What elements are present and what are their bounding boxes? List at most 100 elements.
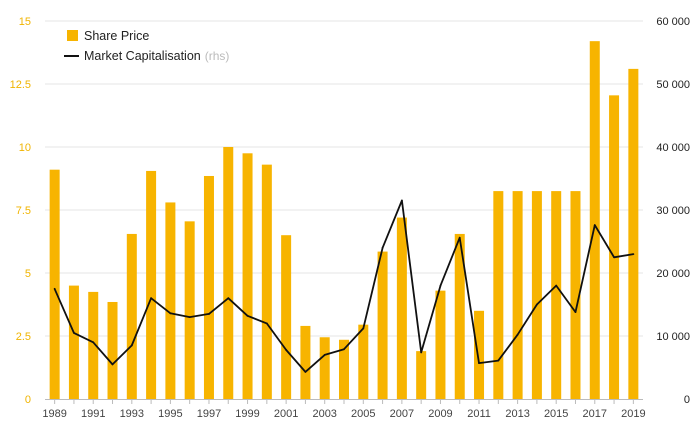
- point-market-cap-1991: [92, 341, 95, 344]
- y-left-tick-label: 0: [25, 394, 31, 406]
- y-right-tick-label: 60 000: [656, 16, 690, 28]
- bar-share-price-2007: [396, 217, 407, 399]
- x-tick-label: 2007: [390, 408, 414, 420]
- bar-share-price-2019: [628, 68, 639, 399]
- x-tick-label: 1995: [158, 408, 182, 420]
- point-market-cap-2015: [555, 284, 558, 287]
- point-market-cap-2013: [516, 333, 519, 336]
- x-tick-label: 2015: [544, 408, 568, 420]
- y-right-tick-label: 40 000: [656, 142, 690, 154]
- y-left-tick-label: 12.5: [10, 79, 31, 91]
- point-market-cap-1989: [53, 287, 56, 290]
- point-market-cap-1995: [169, 312, 172, 315]
- legend-swatch-share-price: [67, 30, 78, 41]
- y-left-tick-label: 5: [25, 268, 31, 280]
- point-market-cap-1994: [150, 297, 152, 300]
- x-tick-label: 1999: [235, 408, 259, 420]
- point-market-cap-1990: [73, 331, 75, 334]
- bar-share-price-1991: [88, 291, 99, 399]
- x-tick-label: 2001: [274, 408, 298, 420]
- share-price-bars: [49, 41, 639, 399]
- x-tick-label: 1991: [81, 408, 105, 420]
- point-market-cap-1997: [208, 313, 210, 315]
- point-market-cap-2009: [439, 284, 442, 287]
- point-market-cap-2011: [478, 362, 480, 364]
- legend-label-share-price: Share Price: [84, 29, 149, 43]
- bar-share-price-1998: [223, 147, 234, 399]
- point-market-cap-2016: [574, 311, 577, 313]
- point-market-cap-1996: [188, 316, 191, 318]
- y-right-tick-label: 10 000: [656, 331, 690, 343]
- point-market-cap-2012: [497, 359, 500, 362]
- gridlines: [45, 20, 643, 337]
- point-market-cap-2006: [381, 246, 384, 249]
- x-tick-label: 1989: [42, 408, 66, 420]
- bar-share-price-2013: [512, 191, 523, 399]
- point-market-cap-2001: [285, 348, 288, 351]
- bar-share-price-2012: [493, 191, 504, 399]
- x-tick-label: 2011: [467, 408, 491, 420]
- point-market-cap-1998: [227, 297, 230, 300]
- bar-share-price-1989: [49, 169, 60, 399]
- bar-share-price-2010: [454, 233, 465, 399]
- x-tick-label: 2003: [312, 408, 336, 420]
- bar-share-price-2003: [319, 337, 330, 399]
- bar-share-price-2017: [589, 41, 600, 399]
- y-right-tick-label: 0: [684, 394, 690, 406]
- legend: Share Price Market Capitalisation (rhs): [64, 29, 229, 63]
- point-market-cap-1993: [130, 344, 133, 347]
- y-left-tick-label: 2.5: [16, 331, 31, 343]
- y-axis-left: 0 2.5 5 7.5 10 12.5 15: [10, 16, 31, 406]
- bar-share-price-2016: [570, 191, 581, 399]
- point-market-cap-2002: [304, 371, 307, 373]
- x-axis: 1989 1991 1993 1995 1997 1999 2001 2003 2005 2007…: [42, 399, 646, 420]
- bar-share-price-1997: [203, 175, 214, 399]
- point-market-cap-2017: [593, 224, 596, 227]
- point-market-cap-2004: [343, 348, 345, 351]
- point-market-cap-2003: [323, 354, 326, 356]
- bar-share-price-2011: [474, 310, 485, 399]
- x-tick-label: 1993: [120, 408, 144, 420]
- y-left-tick-label: 10: [19, 142, 31, 154]
- bar-share-price-2006: [377, 251, 388, 399]
- point-market-cap-2018: [613, 256, 615, 259]
- bar-share-price-2002: [300, 325, 311, 399]
- bar-share-price-2008: [416, 351, 427, 399]
- bar-share-price-2004: [339, 339, 349, 399]
- point-market-cap-2000: [265, 322, 268, 325]
- point-market-cap-2008: [420, 351, 423, 354]
- x-tick-label: 2017: [583, 408, 607, 420]
- y-left-tick-label: 7.5: [16, 205, 31, 217]
- bar-share-price-1990: [68, 285, 79, 399]
- bar-share-price-1999: [242, 153, 253, 399]
- y-left-tick-label: 15: [19, 16, 31, 28]
- x-tick-label: 1997: [197, 408, 221, 420]
- bar-share-price-1994: [146, 170, 157, 399]
- y-right-tick-label: 30 000: [656, 205, 690, 217]
- x-tick-label: 2005: [351, 408, 375, 420]
- point-market-cap-2014: [536, 303, 538, 306]
- x-tick-label: 2013: [505, 408, 529, 420]
- point-market-cap-2005: [362, 327, 365, 330]
- x-tick-label: 2019: [621, 408, 645, 420]
- bar-share-price-2014: [531, 191, 542, 399]
- bar-share-price-2018: [609, 95, 620, 399]
- bar-share-price-2015: [551, 191, 562, 399]
- y-axis-right: 0 10 000 20 000 30 000 40 000 50 000 60 000: [656, 16, 690, 406]
- market-cap-line-group: [53, 199, 635, 373]
- point-market-cap-2019: [632, 253, 635, 256]
- bar-share-price-2009: [435, 290, 446, 399]
- point-market-cap-2007: [400, 199, 403, 202]
- bar-share-price-1996: [184, 221, 195, 399]
- x-tick-label: 2009: [428, 408, 452, 420]
- bar-share-price-2005: [358, 324, 369, 399]
- legend-label-market-cap: Market Capitalisation (rhs): [84, 49, 229, 63]
- bar-share-price-2001: [281, 235, 292, 399]
- bar-share-price-2000: [261, 164, 272, 399]
- point-market-cap-1999: [246, 314, 249, 317]
- point-market-cap-1992: [111, 363, 114, 366]
- bar-share-price-1995: [165, 202, 176, 399]
- point-market-cap-2010: [458, 236, 461, 239]
- y-right-tick-label: 50 000: [656, 79, 690, 91]
